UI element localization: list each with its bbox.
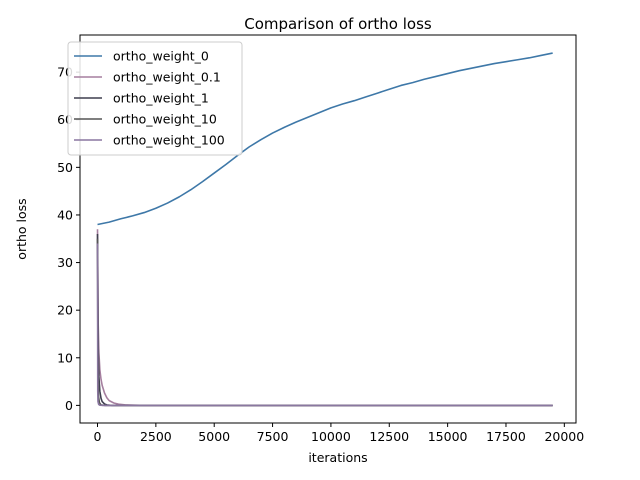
x-tick-label: 7500 bbox=[257, 429, 289, 444]
y-tick-label: 30 bbox=[57, 255, 73, 270]
y-tick-label: 50 bbox=[57, 160, 73, 175]
chart-title: Comparison of ortho loss bbox=[244, 15, 432, 33]
legend-box bbox=[67, 41, 243, 156]
legend-label-3: ortho_weight_10 bbox=[113, 112, 217, 127]
x-tick-label: 12500 bbox=[369, 429, 409, 444]
y-tick-label: 20 bbox=[57, 303, 73, 318]
x-tick-label: 15000 bbox=[428, 429, 468, 444]
series-line-0 bbox=[97, 52, 553, 226]
legend-label-0: ortho_weight_0 bbox=[113, 49, 209, 64]
legend-label-1: ortho_weight_0.1 bbox=[113, 70, 221, 85]
x-tick-label: 17500 bbox=[486, 429, 526, 444]
y-tick-label: 0 bbox=[65, 398, 73, 413]
y-tick-label: 10 bbox=[57, 350, 73, 365]
series-line-4 bbox=[96, 243, 553, 407]
x-tick-label: 10000 bbox=[311, 429, 351, 444]
x-tick-label: 0 bbox=[94, 429, 102, 444]
x-axis-ticks: 0 2500 5000 7500 10000 12500 15000 17500 20000 bbox=[94, 423, 584, 444]
legend-label-2: ortho_weight_1 bbox=[113, 91, 209, 106]
y-tick-label: 40 bbox=[57, 207, 73, 222]
x-axis-label: iterations bbox=[308, 450, 367, 465]
legend: ortho_weight_0 ortho_weight_0.1 ortho_weig… bbox=[67, 41, 243, 156]
x-tick-label: 5000 bbox=[198, 429, 230, 444]
y-axis-label: ortho loss bbox=[14, 198, 29, 259]
x-tick-label: 20000 bbox=[544, 429, 584, 444]
plot-lines bbox=[96, 52, 553, 407]
legend-label-4: ortho_weight_100 bbox=[113, 133, 225, 148]
plot-frame bbox=[79, 34, 577, 424]
x-tick-label: 2500 bbox=[140, 429, 172, 444]
